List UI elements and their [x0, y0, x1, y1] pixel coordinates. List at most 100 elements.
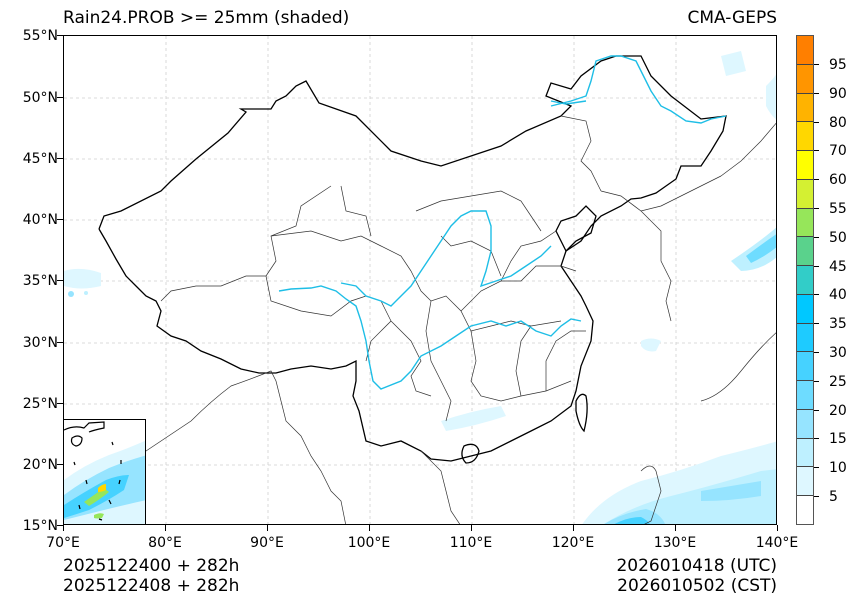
colorbar-tick: [814, 150, 819, 151]
colorbar-segment: [797, 36, 813, 65]
lat-tick-mark: [57, 219, 63, 220]
inset-canvas: [64, 421, 145, 524]
lon-tick-mark: [777, 525, 778, 531]
colorbar-segment: [797, 64, 813, 94]
lat-label: 30°N: [22, 335, 58, 351]
colorbar-segment: [797, 409, 813, 439]
lat-tick-mark: [57, 35, 63, 36]
colorbar-label: 60: [829, 172, 847, 188]
colorbar-segment: [797, 438, 813, 468]
init-time-utc: 2025122400 + 282h: [63, 556, 240, 576]
colorbar-tick: [814, 410, 819, 411]
colorbar-tick: [814, 122, 819, 123]
lat-tick-mark: [57, 342, 63, 343]
colorbar-segment: [797, 294, 813, 324]
national-border: [98, 55, 727, 464]
colorbar-segment: [797, 237, 813, 267]
colorbar-tick: [814, 496, 819, 497]
model-name: CMA-GEPS: [687, 8, 777, 28]
colorbar-segment: [797, 122, 813, 152]
lat-tick-mark: [57, 97, 63, 98]
lon-tick-mark: [63, 525, 64, 531]
colorbar-label: 45: [829, 259, 847, 275]
colorbar-tick: [814, 381, 819, 382]
colorbar-label: 30: [829, 345, 847, 361]
shaded-probability: [64, 51, 776, 524]
colorbar-label: 50: [829, 230, 847, 246]
lon-label: 110°E: [449, 535, 493, 551]
colorbar-label: 40: [829, 287, 847, 303]
lon-label: 80°E: [148, 535, 182, 551]
lon-label: 140°E: [755, 535, 799, 551]
south-china-sea-inset: [63, 419, 146, 525]
init-time-block: 2025122400 + 282h 2025122408 + 282h: [63, 556, 239, 596]
colorbar-tick: [814, 266, 819, 267]
colorbar: [796, 35, 814, 525]
valid-time-utc: 2026010418 (UTC): [616, 556, 777, 576]
lat-tick-mark: [57, 158, 63, 159]
colorbar-label: 5: [829, 489, 838, 505]
lat-tick-mark: [57, 525, 63, 526]
lat-label: 35°N: [22, 273, 58, 289]
colorbar-tick: [814, 294, 819, 295]
lon-tick-mark: [471, 525, 472, 531]
lon-tick-mark: [369, 525, 370, 531]
colorbar-tick: [814, 237, 819, 238]
lon-label: 120°E: [551, 535, 595, 551]
colorbar-segment: [797, 323, 813, 353]
colorbar-label: 55: [829, 201, 847, 217]
lon-tick-mark: [165, 525, 166, 531]
colorbar-segment: [797, 266, 813, 295]
colorbar-segment: [797, 496, 813, 525]
colorbar-segment: [797, 352, 813, 382]
lat-tick-mark: [57, 280, 63, 281]
lon-label: 90°E: [250, 535, 284, 551]
map-panel: [63, 35, 777, 525]
colorbar-tick: [814, 93, 819, 94]
colorbar-segment: [797, 381, 813, 410]
init-time-cst: 2025122408 + 282h: [63, 576, 240, 596]
lon-label: 100°E: [347, 535, 391, 551]
colorbar-label: 20: [829, 403, 847, 419]
colorbar-label: 80: [829, 115, 847, 131]
colorbar-tick: [814, 208, 819, 209]
lat-label: 50°N: [22, 90, 58, 106]
colorbar-tick: [814, 323, 819, 324]
lat-tick-mark: [57, 403, 63, 404]
colorbar-label: 15: [829, 431, 847, 447]
lon-label: 70°E: [46, 535, 80, 551]
colorbar-segment: [797, 151, 813, 180]
lat-label: 25°N: [22, 396, 58, 412]
colorbar-tick: [814, 438, 819, 439]
colorbar-segment: [797, 467, 813, 497]
colorbar-label: 90: [829, 86, 847, 102]
rivers: [278, 55, 727, 390]
valid-time-cst: 2026010502 (CST): [617, 576, 777, 596]
colorbar-segment: [797, 93, 813, 123]
lon-tick-mark: [675, 525, 676, 531]
lat-label: 45°N: [22, 151, 58, 167]
lon-tick-mark: [573, 525, 574, 531]
colorbar-tick: [814, 467, 819, 468]
colorbar-label: 10: [829, 460, 847, 476]
lat-label: 20°N: [22, 457, 58, 473]
lat-tick-mark: [57, 464, 63, 465]
chart-title: Rain24.PROB >= 25mm (shaded): [63, 8, 350, 28]
lat-label: 15°N: [22, 518, 58, 534]
colorbar-segment: [797, 179, 813, 209]
provincial-borders: [130, 115, 776, 524]
colorbar-label: 25: [829, 374, 847, 390]
map-canvas: [64, 36, 776, 524]
colorbar-label: 35: [829, 316, 847, 332]
lon-label: 130°E: [653, 535, 697, 551]
colorbar-label: 70: [829, 143, 847, 159]
lat-label: 55°N: [22, 28, 58, 44]
lat-label: 40°N: [22, 212, 58, 228]
lon-tick-mark: [267, 525, 268, 531]
colorbar-tick: [814, 64, 819, 65]
colorbar-label: 95: [829, 57, 847, 73]
colorbar-segment: [797, 208, 813, 238]
gridlines: [64, 36, 776, 524]
colorbar-tick: [814, 179, 819, 180]
valid-time-block: 2026010418 (UTC) 2026010502 (CST): [616, 556, 777, 596]
